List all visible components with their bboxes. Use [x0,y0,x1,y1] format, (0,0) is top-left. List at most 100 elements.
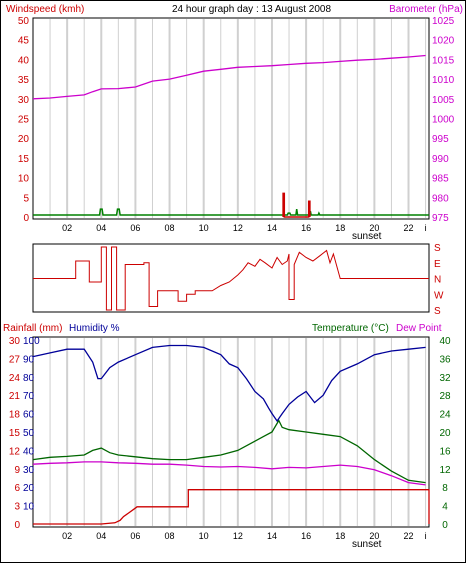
barometer-tick-8: 1015 [432,55,455,66]
temperature-ticks: 0 4 8 12 16 20 24 28 32 36 40 [439,336,451,531]
temp-panel-x-ticks: 02 04 06 08 10 12 14 16 18 20 22 i [62,531,426,541]
x-tick-12: 12 [233,223,243,233]
temperature-line [32,419,426,484]
rainfall-tick-4: 12 [9,446,21,457]
temperature-tick-5: 20 [439,428,451,439]
x-tick-22: 22 [404,531,414,541]
barometer-tick-7: 1010 [432,75,455,86]
temperature-tick-0: 0 [442,520,448,531]
temperature-axis-label: Temperature (°C) [312,323,389,334]
humidity-ticks: 10 20 30 40 50 60 70 80 90 100 [23,336,40,513]
barometer-tick-6: 1005 [432,95,455,106]
wind-panel-x-ticks: 02 04 06 08 10 12 14 16 18 20 22 i [62,223,426,233]
humidity-line [32,344,426,423]
rainfall-tick-5: 15 [9,428,21,439]
humidity-tick-4: 50 [23,428,35,439]
rainfall-axis-label: Rainfall (mm) [3,323,62,334]
x-tick-18: 18 [335,531,345,541]
x-tick-04: 04 [96,223,106,233]
x-tick-10: 10 [199,223,209,233]
windspeed-tick-5: 25 [18,115,30,126]
barometer-tick-1: 980 [432,193,449,204]
direction-tick-3: E [434,259,441,270]
barometer-tick-5: 1000 [432,115,455,126]
temperature-tick-8: 32 [439,373,451,384]
direction-tick-4: S [434,243,441,254]
temperature-tick-7: 28 [439,391,451,402]
barometer-tick-9: 1020 [432,36,455,47]
rainfall-tick-7: 21 [9,391,21,402]
barometer-tick-0: 975 [432,213,449,224]
windspeed-line [33,208,429,216]
windspeed-tick-0: 0 [23,213,29,224]
gust-spikes [282,192,311,218]
humidity-tick-2: 30 [23,465,35,476]
rainfall-tick-6: 18 [9,410,21,421]
x-tick-20: 20 [369,531,379,541]
windspeed-tick-3: 15 [18,154,30,165]
dewpoint-line [32,461,426,486]
temp-panel-grid [49,338,427,526]
windspeed-tick-9: 45 [18,36,30,47]
dewpoint-axis-label: Dew Point [396,323,442,334]
windspeed-tick-6: 30 [18,95,30,106]
direction-tick-1: W [434,290,444,301]
temperature-tick-10: 40 [439,336,451,347]
windspeed-tick-1: 5 [23,193,29,204]
x-tick-22: 22 [404,223,414,233]
temperature-tick-9: 36 [439,354,451,365]
sunset-label-top: sunset [352,231,382,242]
x-tick-i: i [425,223,427,233]
x-tick-06: 06 [130,531,140,541]
windspeed-tick-7: 35 [18,75,30,86]
temperature-tick-4: 16 [439,446,451,457]
temperature-tick-1: 4 [442,502,448,513]
temperature-tick-6: 24 [439,410,451,421]
windspeed-tick-4: 20 [18,134,30,145]
rainfall-tick-8: 24 [9,373,21,384]
x-tick-i: i [425,531,427,541]
x-tick-20: 20 [369,223,379,233]
humidity-tick-3: 40 [23,446,35,457]
barometer-axis-label: Barometer (hPa) [389,4,463,15]
rainfall-tick-1: 3 [14,502,20,513]
rainfall-tick-9: 27 [9,354,21,365]
humidity-tick-5: 60 [23,410,35,421]
temperature-tick-2: 8 [442,483,448,494]
x-tick-08: 08 [165,223,175,233]
windspeed-tick-8: 40 [18,55,30,66]
x-tick-16: 16 [301,531,311,541]
windspeed-ticks: 0 5 10 15 20 25 30 35 40 45 50 [18,16,30,224]
x-tick-14: 14 [267,223,277,233]
humidity-tick-8: 90 [23,354,35,365]
x-tick-04: 04 [96,531,106,541]
humidity-tick-6: 70 [23,391,35,402]
windspeed-axis-label: Windspeed (kmh) [6,4,84,15]
windspeed-tick-2: 10 [18,174,30,185]
direction-tick-2: N [434,275,441,286]
barometer-tick-4: 995 [432,134,449,145]
wind-panel-grid [49,19,427,218]
rainfall-tick-2: 6 [14,483,20,494]
barometer-tick-10: 1025 [432,16,455,27]
humidity-tick-7: 80 [23,373,35,384]
rainfall-tick-3: 9 [14,465,20,476]
x-tick-18: 18 [335,223,345,233]
direction-tick-0: S [434,306,441,317]
barometer-tick-3: 990 [432,154,449,165]
barometer-ticks: 975 980 985 990 995 1000 1005 1010 1015 1020 1025 [432,16,455,224]
rainfall-tick-10: 30 [9,336,21,347]
x-tick-02: 02 [62,531,72,541]
windspeed-tick-10: 50 [18,16,30,27]
humidity-tick-9: 100 [23,336,40,347]
rainfall-ticks: 0 3 6 9 12 15 18 21 24 27 30 [9,336,21,531]
x-tick-12: 12 [233,531,243,541]
temperature-tick-3: 12 [439,465,451,476]
humidity-axis-label: Humidity % [69,323,120,334]
wind-panel-frame [32,17,430,220]
x-tick-02: 02 [62,223,72,233]
x-tick-14: 14 [267,531,277,541]
